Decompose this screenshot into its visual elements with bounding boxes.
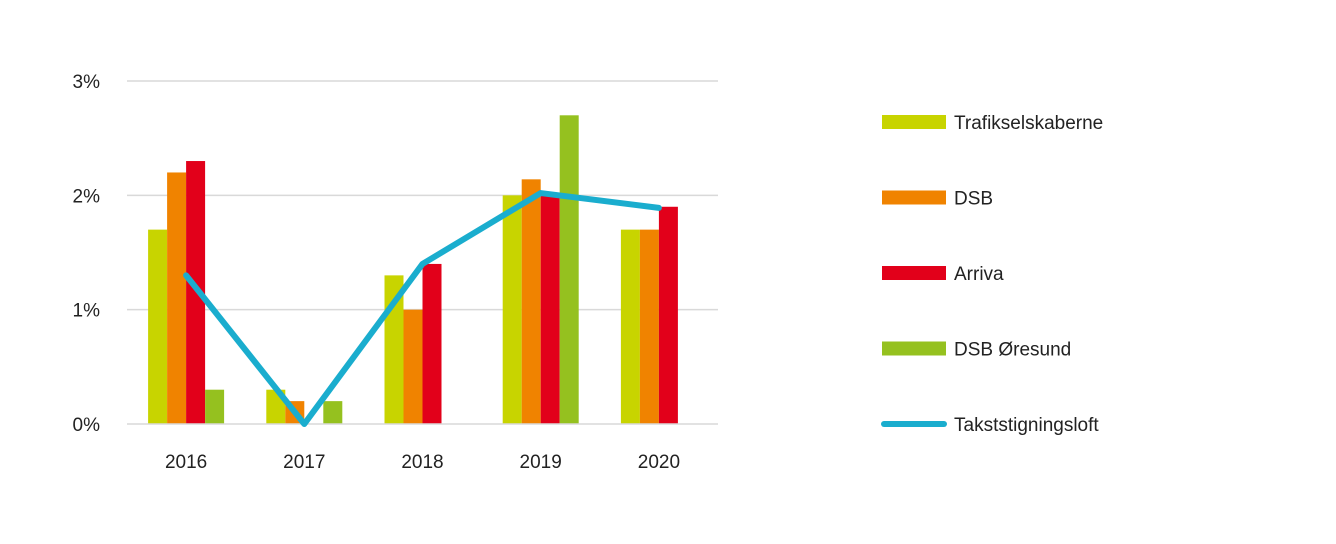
y-tick-label: 0% (73, 415, 101, 436)
legend-label: Arriva (954, 264, 1004, 285)
x-tick-label: 2019 (520, 452, 562, 473)
legend-swatch (882, 190, 946, 205)
legend: Trafikselskaberne DSB Arriva DSB Øresund Tak… (881, 113, 1103, 436)
bar (205, 389, 225, 424)
bar (658, 206, 678, 424)
legend-label: DSB (954, 189, 993, 210)
y-tick-label: 1% (73, 301, 101, 322)
bar (403, 309, 423, 424)
legend-item: Takststigningsloft (881, 415, 1099, 436)
legend-label: Takststigningsloft (954, 415, 1099, 436)
bar (167, 172, 187, 424)
bar (422, 263, 442, 424)
bar (148, 229, 168, 424)
bar (521, 179, 541, 424)
bar (639, 229, 659, 424)
bar (323, 401, 343, 424)
legend-swatch (882, 341, 946, 356)
x-tick-label: 2020 (638, 452, 680, 473)
legend-swatch (882, 115, 946, 129)
legend-item: DSB (882, 189, 993, 210)
bar (620, 229, 640, 424)
bar (559, 115, 579, 425)
legend-item: DSB Øresund (882, 340, 1071, 361)
bar (540, 195, 560, 424)
series-line (183, 190, 662, 427)
legend-swatch (882, 266, 946, 280)
x-tick-label: 2016 (165, 452, 207, 473)
x-tick-label: 2017 (283, 452, 325, 473)
legend-item: Trafikselskaberne (882, 113, 1103, 134)
bar (502, 195, 522, 424)
line-series (183, 190, 662, 427)
bar (186, 161, 206, 425)
y-tick-label: 3% (73, 72, 101, 93)
y-tick-label: 2% (73, 186, 101, 207)
legend-item: Arriva (882, 264, 1004, 285)
bars (148, 115, 678, 425)
x-axis-ticks: 2016 2017 2018 2019 2020 (165, 452, 680, 473)
legend-label: DSB Øresund (954, 340, 1071, 361)
x-tick-label: 2018 (401, 452, 443, 473)
y-axis-ticks: 0% 1% 2% 3% (73, 72, 101, 436)
legend-label: Trafikselskaberne (954, 113, 1103, 134)
